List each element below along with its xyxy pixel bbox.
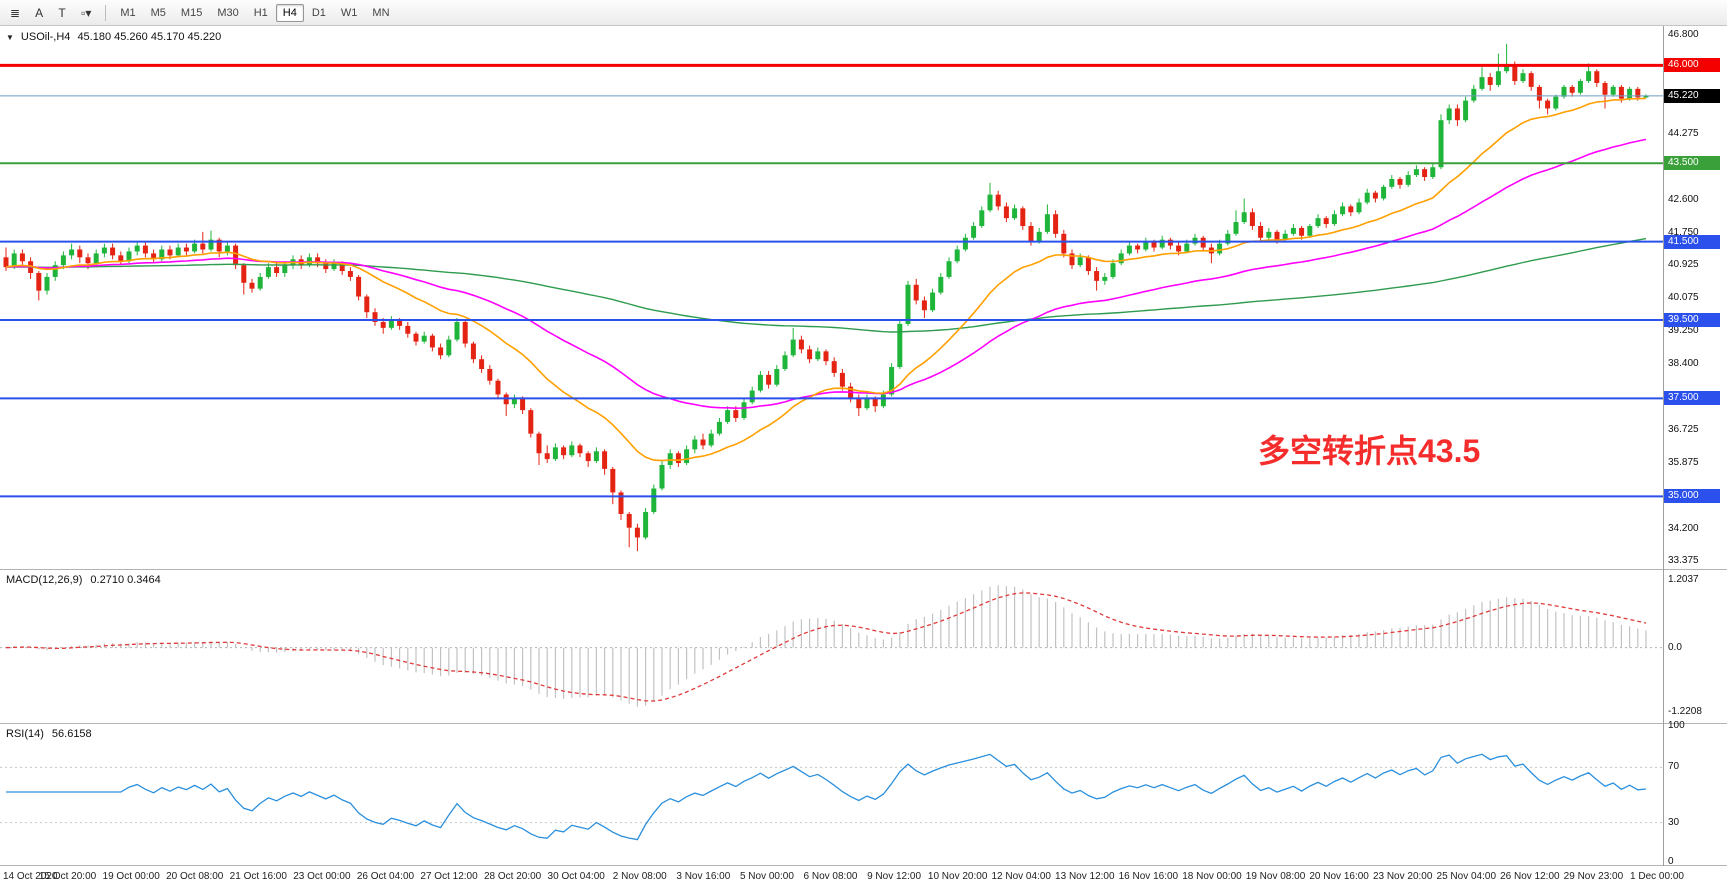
macd-name: MACD(12,26,9) [6, 574, 83, 586]
rsi-name: RSI(14) [6, 728, 44, 740]
rsi-indicator-label: RSI(14) 56.6158 [6, 728, 92, 740]
timeframe-button-D1[interactable]: D1 [305, 4, 333, 22]
timeframe-button-MN[interactable]: MN [365, 4, 396, 22]
objects-list-icon[interactable]: ≣ [3, 3, 27, 23]
macd-values: 0.2710 0.3464 [90, 574, 161, 586]
timeframe-button-W1[interactable]: W1 [334, 4, 365, 22]
timeframe-button-M30[interactable]: M30 [210, 4, 245, 22]
drawing-tool-buttons: ≣ A T ▫▾ [3, 3, 98, 23]
collapse-arrow-icon[interactable]: ▼ [6, 32, 14, 42]
symbol-timeframe-label: USOil-,H4 [20, 31, 71, 43]
timeframe-buttons: M1 M5 M15 M30 H1 H4 D1 W1 MN [113, 3, 396, 22]
label-tool-button[interactable]: A [28, 3, 50, 23]
symbol-ohlc-readout: ▼ USOil-,H4 45.180 45.260 45.170 45.220 [6, 31, 221, 43]
timeframe-button-H4[interactable]: H4 [275, 3, 304, 22]
timeframe-button-M15[interactable]: M15 [174, 4, 209, 22]
timeframe-button-M5[interactable]: M5 [144, 4, 173, 22]
shapes-dropdown[interactable]: ▫▾ [74, 3, 98, 23]
macd-indicator-label: MACD(12,26,9) 0.2710 0.3464 [6, 574, 161, 586]
toolbar: ≣ A T ▫▾ M1 M5 M15 M30 H1 H4 D1 W1 MN [0, 0, 1727, 26]
rsi-value: 56.6158 [51, 728, 92, 740]
text-tool-button[interactable]: T [51, 3, 73, 23]
chart-text-annotation: 多空转折点43.5 [1258, 433, 1481, 469]
toolbar-separator [105, 4, 107, 21]
timeframe-button-M1[interactable]: M1 [113, 4, 142, 22]
timeframe-button-H1[interactable]: H1 [247, 4, 275, 22]
ohlc-values: 45.180 45.260 45.170 45.220 [77, 31, 222, 43]
